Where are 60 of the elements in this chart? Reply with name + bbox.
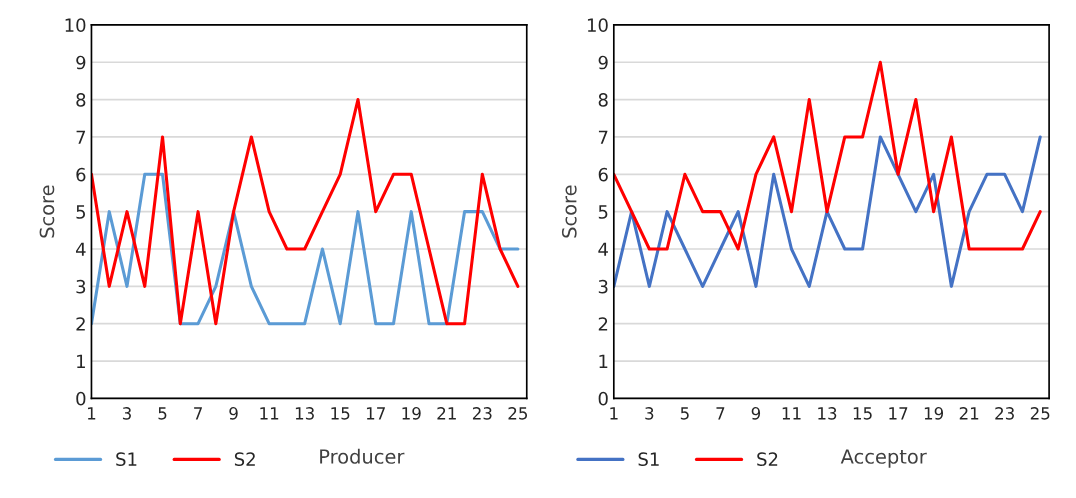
x-tick-label: 15 <box>853 407 872 420</box>
y-tick-label: 2 <box>76 317 85 331</box>
x-tick-label: 21 <box>959 407 979 420</box>
y-tick-label: 0 <box>76 391 86 406</box>
x-tick-label: 25 <box>508 407 528 420</box>
y-tick-label: 10 <box>587 18 608 33</box>
x-tick-label: 9 <box>751 407 761 420</box>
y-tick-label: 5 <box>598 205 608 219</box>
x-tick-label: 3 <box>122 407 131 420</box>
y-tick-label: 2 <box>598 317 608 331</box>
y-tick-label: 4 <box>598 242 608 256</box>
y-tick-label: 9 <box>598 55 608 70</box>
y-tick-label: 4 <box>75 242 86 256</box>
legend-label: S1 <box>116 452 137 466</box>
x-axis-title: Producer <box>320 448 405 464</box>
x-tick-label: 11 <box>782 407 801 420</box>
x-tick-label: 1 <box>610 407 618 420</box>
x-tick-label: 9 <box>229 407 238 420</box>
x-tick-label: 23 <box>995 407 1014 420</box>
y-tick-label: 8 <box>76 93 86 107</box>
x-tick-label: 23 <box>472 407 492 420</box>
x-tick-label: 17 <box>366 407 385 420</box>
x-tick-label: 19 <box>402 407 421 420</box>
y-tick-label: 5 <box>76 205 86 219</box>
x-tick-label: 7 <box>194 407 202 420</box>
legend-label: S1 <box>638 452 659 466</box>
legend-label: S2 <box>234 452 255 466</box>
y-axis-title: Score <box>561 185 577 238</box>
x-tick-label: 13 <box>295 407 314 420</box>
y-tick-label: 6 <box>598 167 608 182</box>
line-series <box>91 172 520 326</box>
y-tick-label: 7 <box>76 130 86 144</box>
y-tick-label: 1 <box>599 354 608 368</box>
x-tick-label: 7 <box>716 407 725 420</box>
x-tick-label: 21 <box>437 407 456 420</box>
y-tick-label: 1 <box>77 354 85 368</box>
y-tick-label: 10 <box>65 18 86 33</box>
x-tick-label: 11 <box>260 407 279 420</box>
y-tick-label: 3 <box>598 279 608 294</box>
y-tick-label: 8 <box>598 93 608 107</box>
line-series <box>613 135 1042 288</box>
x-tick-label: 25 <box>1030 407 1050 420</box>
x-tick-label: 1 <box>87 407 96 420</box>
x-axis-title: Acceptor <box>840 449 927 468</box>
legend-label: S2 <box>757 452 778 466</box>
line-series <box>91 98 520 326</box>
y-tick-label: 9 <box>76 55 86 70</box>
x-tick-label: 5 <box>158 407 167 420</box>
x-tick-label: 5 <box>680 407 689 420</box>
x-tick-label: 3 <box>645 407 654 420</box>
y-tick-label: 6 <box>76 167 86 182</box>
x-tick-label: 13 <box>818 407 837 420</box>
y-axis-title: Score <box>39 185 55 238</box>
x-tick-label: 15 <box>331 407 350 420</box>
y-tick-label: 3 <box>76 279 86 294</box>
y-tick-label: 0 <box>598 391 608 406</box>
x-tick-label: 19 <box>924 407 944 420</box>
line-series <box>613 60 1042 251</box>
x-tick-label: 17 <box>889 407 908 420</box>
y-tick-label: 7 <box>598 130 608 144</box>
